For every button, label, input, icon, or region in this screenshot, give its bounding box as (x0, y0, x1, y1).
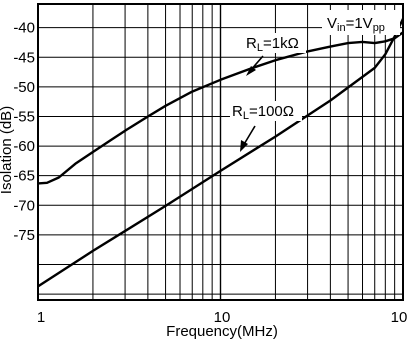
rl-1k-label: RL=1kΩ (246, 35, 299, 54)
y-tick-label: -50 (13, 79, 35, 96)
y-tick-labels: -40 -45 -50 -55 -60 -65 -70 -75 (13, 20, 35, 244)
rl-100-label-background (230, 101, 302, 121)
y-tick-label: -60 (13, 138, 35, 155)
y-axis-title: Isolation (dB) (0, 106, 15, 194)
y-tick-label: -70 (13, 197, 35, 214)
x-tick-label-100: 10 (391, 309, 408, 326)
x-tick-label-10: 10 (214, 309, 231, 326)
series-rl-100-line (37, 18, 405, 288)
data-series (37, 18, 405, 288)
vin-label: Vin=1Vpp (327, 15, 385, 34)
y-tick-label: -55 (13, 108, 35, 125)
vin-label-background (322, 10, 400, 35)
grid-lines (38, 4, 403, 300)
y-tick-label: -65 (13, 168, 35, 185)
rl-1k-label-background (244, 33, 306, 53)
y-tick-label: -45 (13, 49, 35, 66)
rl-1k-arrowhead (246, 66, 256, 76)
plot-frame (37, 3, 404, 301)
series-rl-1k-line (37, 31, 404, 185)
y-tick-label: -75 (13, 227, 35, 244)
x-tick-label-1: 1 (37, 309, 45, 326)
x-axis-title: Frequency(MHz) (166, 323, 278, 340)
rl-100-label: RL=100Ω (232, 103, 294, 122)
rl-100-arrowhead (240, 140, 248, 152)
y-tick-label: -40 (13, 20, 35, 37)
